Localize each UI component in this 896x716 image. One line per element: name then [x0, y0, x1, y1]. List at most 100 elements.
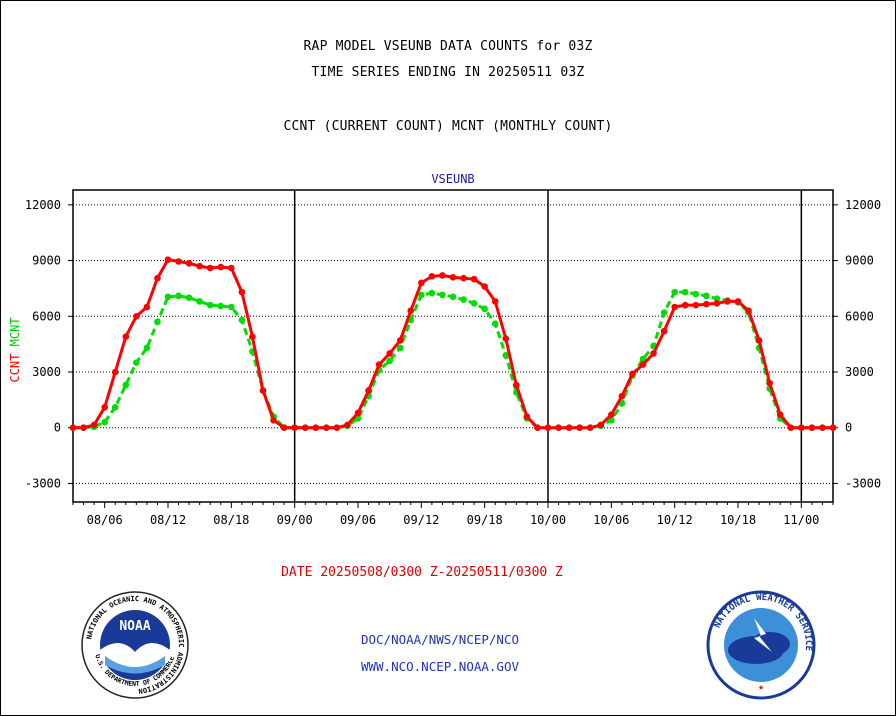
data-point-ccnt [608, 411, 615, 419]
y-tick-label-right: 9000 [845, 254, 874, 268]
y-tick-label-right: 6000 [845, 309, 874, 323]
data-point-ccnt [734, 298, 742, 305]
data-point-ccnt [502, 335, 510, 342]
data-point-ccnt [787, 424, 795, 432]
data-point-ccnt [185, 260, 193, 267]
data-point-ccnt [481, 283, 488, 290]
chart-title-line2: TIME SERIES ENDING IN 20250511 03Z [311, 65, 585, 80]
data-point-ccnt [122, 333, 130, 341]
y-tick-label-right: 0 [845, 421, 852, 435]
data-point-ccnt [386, 350, 393, 357]
nws-star: ★ [758, 682, 764, 693]
x-tick-label: 10/12 [657, 513, 693, 527]
data-point-ccnt [154, 274, 161, 282]
x-tick-label: 11/00 [783, 513, 819, 527]
data-point-ccnt [90, 421, 98, 429]
data-point-ccnt [175, 258, 182, 265]
data-point-mcnt [418, 291, 425, 299]
data-point-mcnt [143, 344, 151, 352]
data-point-ccnt [323, 424, 330, 432]
data-point-mcnt [206, 301, 214, 309]
x-tick-label: 09/00 [277, 513, 313, 527]
data-point-mcnt [639, 355, 647, 363]
data-point-ccnt [333, 424, 341, 432]
data-point-ccnt [312, 424, 320, 432]
data-point-ccnt [217, 263, 225, 271]
data-point-ccnt [755, 337, 763, 344]
data-point-ccnt [513, 381, 520, 389]
data-point-ccnt [449, 273, 457, 281]
y-axis-label-part: MCNT [8, 317, 22, 353]
data-point-ccnt [544, 424, 552, 432]
data-point-mcnt [122, 381, 130, 389]
data-point-mcnt [238, 316, 246, 324]
data-point-mcnt [185, 294, 193, 302]
data-point-ccnt [724, 298, 731, 305]
data-point-ccnt [671, 303, 678, 311]
x-tick-label: 08/18 [213, 513, 249, 527]
data-point-ccnt [365, 387, 372, 394]
data-point-ccnt [534, 424, 541, 432]
data-point-mcnt [164, 293, 172, 301]
y-axis-label-part: CCNT [8, 354, 22, 383]
data-point-ccnt [565, 424, 573, 432]
footer-url[interactable]: WWW.NCO.NCEP.NOAA.GOV [360, 659, 520, 674]
data-point-ccnt [660, 327, 668, 335]
plot-title: VSEUNB [431, 172, 474, 186]
data-point-ccnt [238, 288, 246, 296]
data-point-ccnt [713, 299, 721, 307]
y-tick-label-right: 3000 [845, 365, 874, 379]
x-tick-label: 08/12 [150, 513, 186, 527]
data-point-ccnt [586, 424, 594, 432]
data-point-ccnt [375, 361, 383, 368]
data-point-ccnt [428, 273, 436, 280]
y-axis-label: CCNT MCNT [8, 317, 22, 382]
data-point-ccnt [143, 303, 151, 311]
data-point-ccnt [692, 301, 700, 309]
data-point-ccnt [597, 421, 605, 429]
footer-org: DOC/NOAA/NWS/NCEP/NCO [360, 632, 520, 647]
data-point-ccnt [439, 272, 446, 279]
data-point-ccnt [344, 421, 351, 429]
data-point-ccnt [206, 264, 214, 272]
y-tick-label: 12000 [25, 198, 61, 212]
x-tick-label: 09/12 [403, 513, 439, 527]
data-point-mcnt [660, 309, 668, 316]
data-point-mcnt [608, 416, 615, 424]
data-point-ccnt [798, 424, 805, 432]
data-point-ccnt [745, 307, 752, 315]
nws-logo: NATIONAL WEATHER SERVICE ★ [706, 590, 816, 700]
data-point-ccnt [639, 361, 647, 368]
data-point-mcnt [703, 292, 710, 300]
data-point-ccnt [101, 403, 108, 411]
data-point-mcnt [396, 344, 404, 352]
data-point-ccnt [681, 301, 689, 309]
data-point-mcnt [481, 305, 488, 313]
data-point-ccnt [555, 424, 562, 432]
x-tick-label: 08/06 [87, 513, 123, 527]
data-point-mcnt [133, 359, 140, 367]
data-point-ccnt [618, 392, 626, 400]
data-point-ccnt [629, 370, 636, 378]
data-point-mcnt [228, 303, 235, 311]
data-point-ccnt [470, 275, 478, 283]
y-tick-label-right: -3000 [845, 476, 881, 490]
data-point-ccnt [523, 413, 531, 420]
data-point-ccnt [396, 337, 404, 344]
noaa-center-text: NOAA [119, 619, 150, 634]
y-tick-label: -3000 [25, 476, 61, 490]
plot-frame [72, 189, 834, 503]
data-point-ccnt [69, 424, 77, 432]
data-point-ccnt [280, 424, 288, 432]
data-point-mcnt [449, 293, 457, 301]
x-tick-label: 09/06 [340, 513, 376, 527]
data-point-mcnt [502, 351, 510, 359]
data-point-ccnt [808, 424, 816, 432]
data-point-ccnt [776, 411, 784, 419]
x-tick-label: 10/06 [593, 513, 629, 527]
data-point-mcnt [671, 288, 678, 296]
date-range: DATE 20250508/0300 Z-20250511/0300 Z [281, 565, 563, 580]
data-point-mcnt [111, 403, 119, 411]
data-point-ccnt [270, 416, 277, 424]
